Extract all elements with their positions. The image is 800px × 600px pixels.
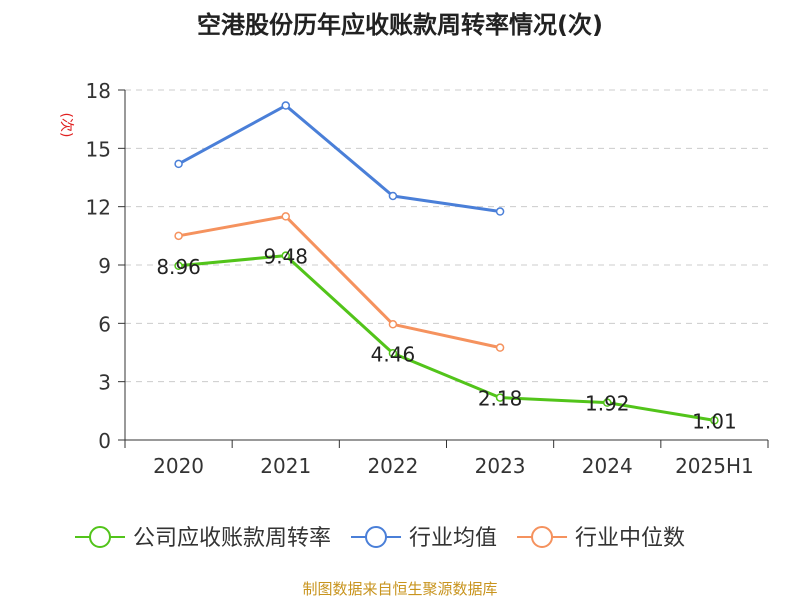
x-tick-label: 2020 (153, 454, 204, 478)
legend-label: 公司应收账款周转率 (133, 526, 331, 551)
x-tick-label: 2023 (475, 454, 526, 478)
legend-label: 行业中位数 (575, 526, 685, 551)
data-point (388, 191, 398, 201)
series-line (178, 254, 715, 422)
y-tick-label: 15 (86, 137, 111, 161)
data-point (495, 393, 505, 402)
data-label: 1.92 (585, 392, 630, 416)
data-point (281, 212, 290, 221)
data-point (281, 251, 290, 260)
x-tick-label: 2022 (367, 454, 418, 478)
axes: 0 3 6 9 12 15 18 2020 2021 2022 2023 2024 2025H1 (86, 79, 769, 478)
y-tick-label: 18 (86, 79, 111, 103)
data-label: 2.18 (478, 387, 523, 411)
legend-marker (531, 526, 554, 548)
data-label: 9.48 (263, 245, 308, 269)
data-label: 4.46 (371, 342, 416, 366)
legend: 公司应收账款周转率 行业均值 行业中位数 (75, 526, 685, 551)
data-point (603, 398, 612, 407)
x-tick-label: 2024 (582, 454, 633, 478)
data-point (495, 207, 505, 216)
data-point (174, 159, 183, 169)
chart-title: 空港股份历年应收账款周转率情况(次) (197, 11, 603, 39)
grid-lines (125, 89, 768, 383)
y-axis-label: (次) (58, 113, 74, 138)
y-tick-label: 3 (98, 371, 111, 395)
legend-marker (365, 526, 388, 548)
series-line (178, 214, 501, 350)
data-point (281, 101, 290, 110)
series-group: 8.96 9.48 4.46 2.18 1.92 1.01 (156, 101, 737, 433)
source-note: 制图数据来自恒生聚源数据库 (302, 580, 497, 598)
data-point (388, 349, 398, 358)
data-label: 1.01 (692, 409, 737, 433)
legend-marker (89, 526, 111, 548)
data-point (174, 231, 183, 241)
data-point (174, 261, 183, 271)
data-point (495, 343, 505, 352)
data-point (388, 320, 398, 329)
data-label: 8.96 (156, 255, 201, 279)
y-tick-label: 12 (86, 196, 111, 220)
legend-label: 行业均值 (409, 526, 497, 551)
x-tick-label: 2025H1 (675, 454, 754, 478)
y-tick-label: 0 (98, 429, 111, 453)
series-line (177, 104, 501, 214)
x-tick-label: 2021 (260, 454, 311, 478)
data-point (710, 416, 719, 425)
y-tick-label: 9 (98, 254, 111, 278)
y-tick-label: 6 (98, 312, 111, 336)
